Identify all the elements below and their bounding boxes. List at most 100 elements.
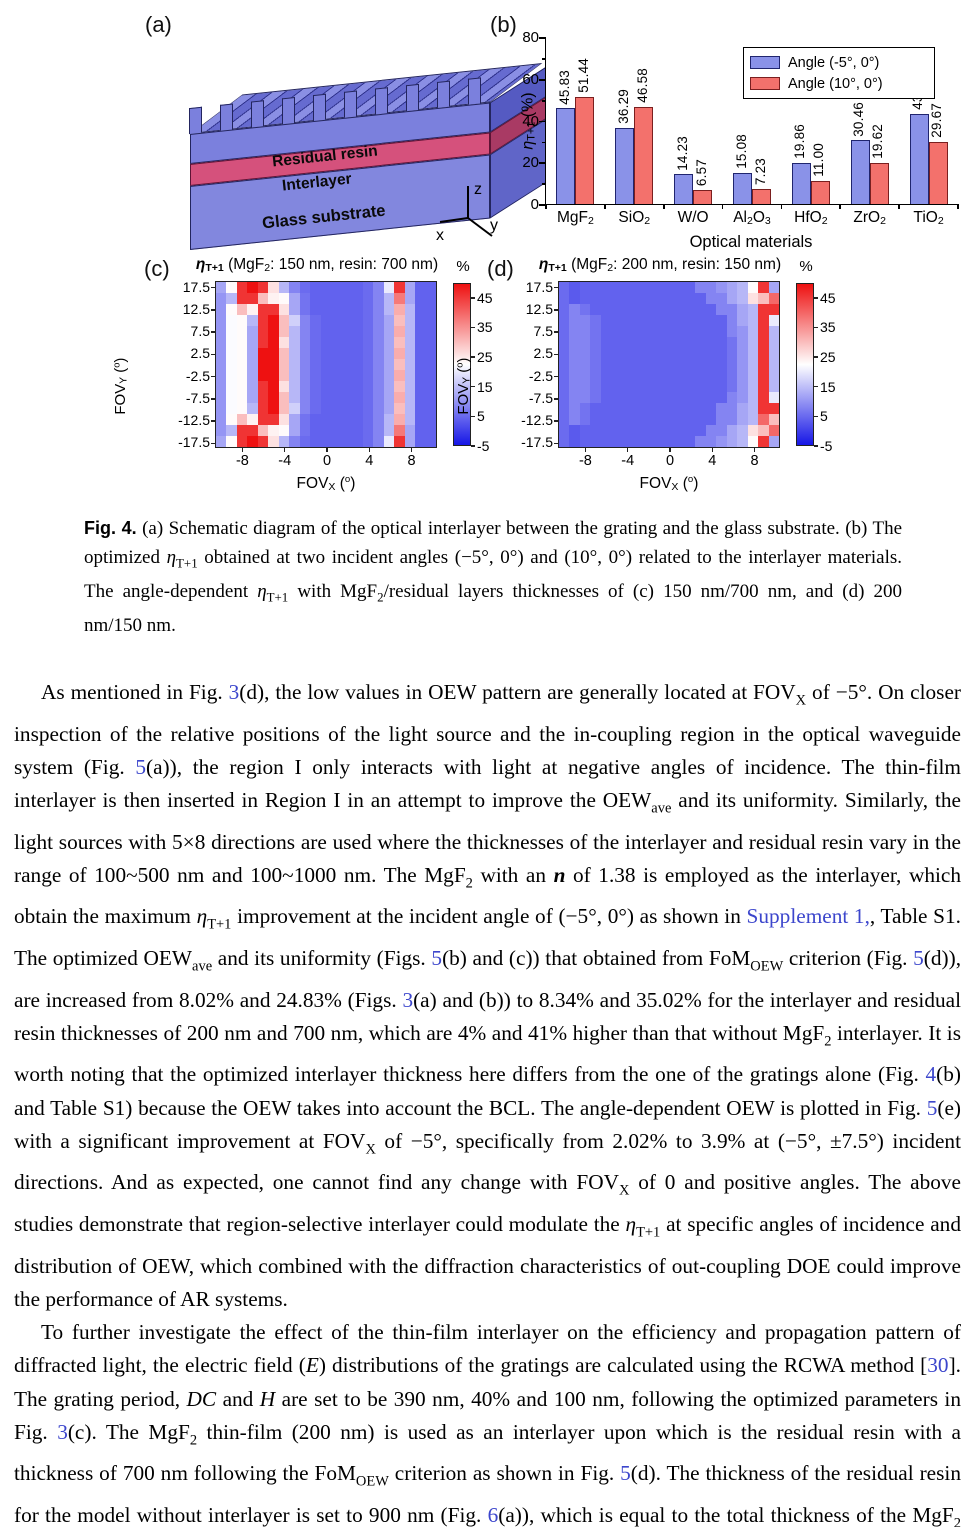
- heatmap-cell: [559, 359, 570, 370]
- ref-link[interactable]: 5: [926, 1095, 938, 1120]
- heatmap-cell: [737, 381, 748, 392]
- heatmap-cell: [352, 348, 363, 359]
- heatmap-cell: [758, 392, 769, 403]
- heatmap-cell: [705, 414, 717, 425]
- heatmap-cell: [320, 337, 332, 348]
- heatmap-cell: [611, 304, 622, 315]
- heatmap-cell: [289, 381, 300, 392]
- heatmap-cell: [226, 381, 237, 392]
- heatmap-cell: [653, 315, 664, 326]
- ref-link[interactable]: 3: [402, 987, 414, 1012]
- bar-x-axis-label: Optical materials: [689, 233, 813, 251]
- heatmap-cell: [331, 436, 342, 447]
- heatmap-x-tick: [753, 447, 756, 452]
- heatmap-cell: [425, 414, 436, 425]
- ref-link[interactable]: 5: [913, 946, 924, 970]
- ref-link[interactable]: 5: [431, 946, 443, 970]
- ref-link[interactable]: 4: [925, 1062, 937, 1087]
- bar-ZrO2-s0: [850, 140, 870, 204]
- colorbar-tick-label: 5: [820, 408, 828, 425]
- heatmap-cell: [415, 425, 426, 436]
- heatmap-cell: [737, 392, 748, 403]
- heatmap-cell: [362, 326, 374, 337]
- heatmap-cell: [642, 337, 654, 348]
- ref-link[interactable]: 5: [135, 754, 146, 779]
- heatmap-cell: [341, 293, 353, 304]
- heatmap-cell: [320, 403, 332, 414]
- heatmap-cell: [674, 403, 685, 414]
- heatmap-cell: [758, 337, 769, 348]
- heatmap-cell: [653, 425, 664, 436]
- heatmap-cell: [236, 326, 248, 337]
- heatmap-cell: [684, 337, 696, 348]
- heatmap-cell: [236, 348, 248, 359]
- heatmap-cell: [684, 392, 696, 403]
- ref-link[interactable]: 3: [57, 1419, 68, 1444]
- legend-item: Angle (10°, 0°): [750, 73, 926, 94]
- heatmap-cell: [747, 425, 759, 436]
- heatmap-cell: [758, 381, 769, 392]
- y-axis-tick-label: 60: [522, 70, 539, 88]
- heatmap-cell: [579, 381, 591, 392]
- heatmap-cell: [352, 381, 363, 392]
- heatmap-cell: [726, 359, 738, 370]
- heatmap-cell: [373, 370, 384, 381]
- heatmap-cell: [425, 348, 436, 359]
- heatmap-cell: [705, 436, 717, 447]
- heatmap-cell: [394, 425, 405, 436]
- y-axis-minor-tick: [542, 58, 546, 60]
- heatmap-cell: [257, 315, 269, 326]
- bar-value-label: 19.86: [792, 123, 808, 159]
- panel-d-label: (d): [487, 256, 514, 281]
- heatmap-cell: [663, 425, 675, 436]
- heatmap-y-tick: [211, 375, 216, 378]
- ref-link[interactable]: Supplement 1,: [746, 904, 870, 929]
- ref-link[interactable]: 6: [487, 1502, 499, 1527]
- heatmap-cell: [373, 436, 384, 447]
- heatmap-cell: [257, 282, 269, 293]
- heatmap-cell: [331, 392, 342, 403]
- heatmap-cell: [642, 370, 654, 381]
- grating-bar: [468, 77, 481, 105]
- heatmap-cell: [216, 304, 227, 315]
- ref-link[interactable]: 30: [927, 1353, 949, 1378]
- heatmap-cell: [383, 282, 395, 293]
- heatmap-cell: [726, 337, 738, 348]
- heatmap-cell: [611, 381, 622, 392]
- heatmap-cell: [663, 326, 675, 337]
- heatmap-cell: [705, 326, 717, 337]
- heatmap-cell: [590, 326, 601, 337]
- heatmap-cell: [299, 282, 311, 293]
- heatmap-cell: [684, 315, 696, 326]
- heatmap-y-tick-label: 2.5: [190, 345, 210, 362]
- grating-bar: [251, 100, 264, 128]
- heatmap-cell: [278, 370, 290, 381]
- heatmap-cell: [320, 359, 332, 370]
- heatmap-cell: [394, 370, 405, 381]
- heatmap-cell: [611, 282, 622, 293]
- heatmap-y-tick-label: -2.5: [528, 367, 553, 384]
- heatmap-cell: [383, 414, 395, 425]
- heatmap-cell: [716, 425, 727, 436]
- heatmap-y-tick-label: -12.5: [178, 412, 210, 429]
- heatmap-cell: [716, 381, 727, 392]
- heatmap-cell: [632, 326, 643, 337]
- z-axis-label: z: [474, 181, 482, 198]
- heatmap-cell: [653, 326, 664, 337]
- legend-swatch: [750, 56, 780, 69]
- heatmap-cell: [404, 403, 416, 414]
- colorbar-tick: [814, 415, 818, 418]
- heatmap-cell: [310, 337, 321, 348]
- heatmap-cell: [695, 403, 706, 414]
- heatmap-y-tick-label: -7.5: [528, 389, 553, 406]
- heatmap-cell: [569, 337, 580, 348]
- paragraph-1: As mentioned in Fig. 3(d), the low value…: [14, 680, 962, 1311]
- ref-link[interactable]: 3: [228, 680, 240, 704]
- heatmap-cell: [394, 348, 405, 359]
- heatmap-cell: [415, 370, 426, 381]
- bar-W/O-s0: [674, 174, 694, 204]
- ref-link[interactable]: 5: [620, 1461, 631, 1486]
- colorbar-tick-label: 45: [820, 289, 836, 306]
- heatmap-cell: [278, 293, 290, 304]
- heatmap-cell: [247, 370, 258, 381]
